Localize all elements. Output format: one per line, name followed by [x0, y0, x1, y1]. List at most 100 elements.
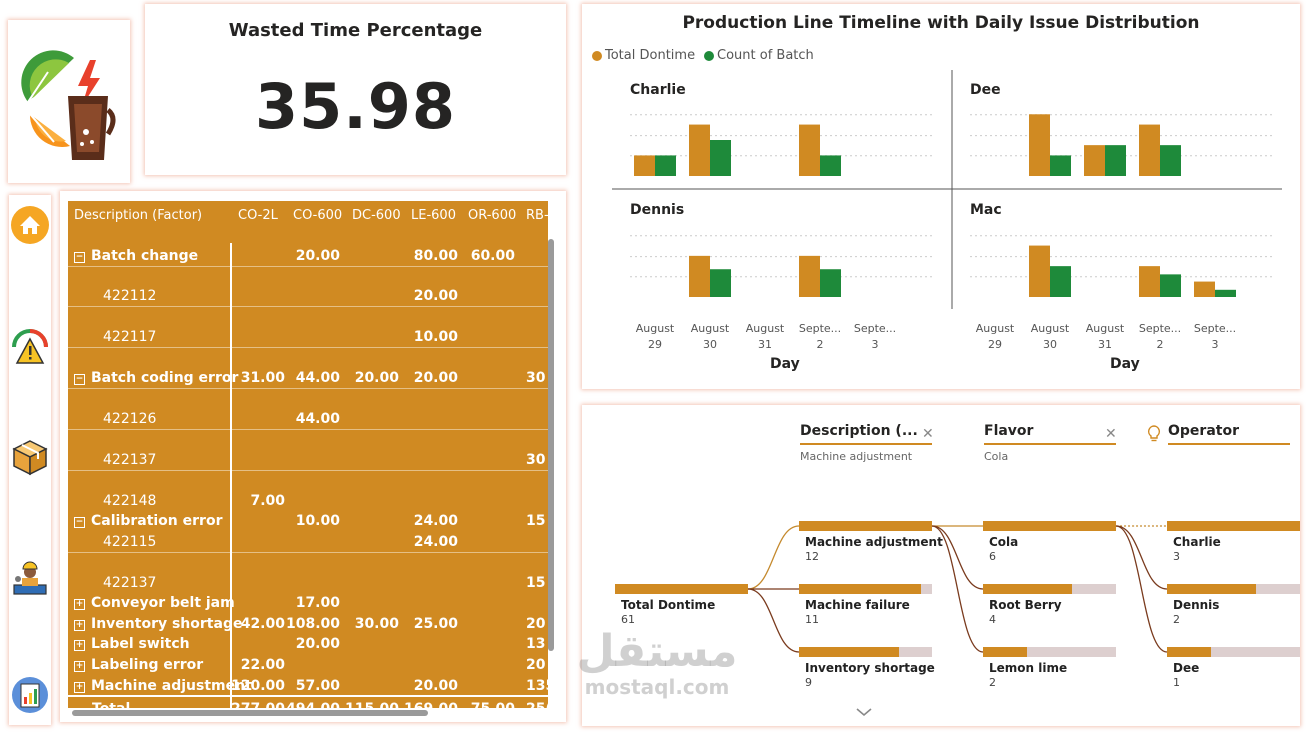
- nav-operators-button[interactable]: [10, 555, 50, 599]
- matrix-cell: 42.00: [240, 616, 285, 632]
- matrix-cell: [344, 409, 399, 429]
- bar-count-of-batch[interactable]: [1160, 274, 1181, 297]
- col2-node-bar[interactable]: [983, 521, 1116, 531]
- col3-node-bar[interactable]: [1167, 647, 1300, 657]
- matrix-row-label[interactable]: + Labeling error: [74, 657, 204, 673]
- matrix-cell: [460, 286, 515, 306]
- matrix-column-header[interactable]: Description (Factor): [74, 208, 203, 223]
- matrix-column-header[interactable]: CO-600: [293, 208, 343, 223]
- matrix-horizontal-scrollbar[interactable]: [72, 710, 428, 716]
- remove-level-flavor-button[interactable]: ✕: [1105, 426, 1117, 442]
- matrix-column-header[interactable]: LE-600: [411, 208, 456, 223]
- bar-count-of-batch[interactable]: [655, 155, 676, 176]
- report-icon: [12, 677, 48, 713]
- bar-count-of-batch[interactable]: [710, 269, 731, 297]
- x-tick-label: August 31: [745, 322, 785, 351]
- bar-total-dontime[interactable]: [1139, 124, 1160, 176]
- matrix-cell: [460, 634, 515, 654]
- level-title-flavor[interactable]: Flavor: [984, 423, 1034, 439]
- bar-total-dontime[interactable]: [634, 155, 655, 176]
- matrix-row-label[interactable]: + Machine adjustment: [74, 678, 252, 694]
- col1-node-bar[interactable]: [799, 647, 932, 657]
- box-icon: [12, 440, 48, 476]
- matrix-column-header[interactable]: RB-: [526, 208, 548, 223]
- expand-icon[interactable]: +: [74, 620, 85, 631]
- panel-title: Dee: [970, 82, 1001, 98]
- bar-count-of-batch[interactable]: [820, 155, 841, 176]
- matrix-card: Description (Factor) CO-2L CO-600 DC-600 LE-…: [60, 191, 566, 722]
- matrix-row-label[interactable]: + Label switch: [74, 636, 190, 652]
- collapse-icon[interactable]: −: [74, 517, 85, 528]
- expand-icon[interactable]: +: [74, 599, 85, 610]
- bar-count-of-batch[interactable]: [1215, 289, 1236, 297]
- matrix-cell: 20: [526, 616, 546, 632]
- level-title-description[interactable]: Description (...: [800, 423, 918, 439]
- col2-node-bar[interactable]: [983, 584, 1116, 594]
- matrix-row: 422115 24.00: [68, 532, 548, 552]
- matrix-row: + Labeling error 22.00 20: [68, 655, 548, 675]
- matrix-row-label[interactable]: + Inventory shortage: [74, 616, 243, 632]
- expand-icon[interactable]: +: [74, 661, 85, 672]
- chevron-down-icon[interactable]: [855, 707, 873, 717]
- collapse-icon[interactable]: −: [74, 252, 85, 263]
- matrix-column-header[interactable]: OR-600: [468, 208, 517, 223]
- level-title-operator[interactable]: Operator: [1168, 423, 1239, 439]
- matrix-row-label: 422117: [103, 329, 157, 345]
- col1-node-bar[interactable]: [799, 521, 932, 531]
- remove-level-description-button[interactable]: ✕: [922, 426, 934, 442]
- matrix-cell: 20.00: [295, 636, 340, 652]
- matrix-cell: [230, 511, 285, 531]
- matrix-row: 422112 20.00: [68, 286, 548, 306]
- matrix-row-label[interactable]: − Calibration error: [74, 513, 223, 529]
- expand-icon[interactable]: +: [74, 640, 85, 651]
- matrix-row-label[interactable]: − Batch coding error: [74, 370, 239, 386]
- bar-count-of-batch[interactable]: [820, 269, 841, 297]
- nav-bar: [9, 195, 51, 725]
- matrix-cell: [526, 593, 548, 613]
- matrix-row-label: 422137: [103, 575, 157, 591]
- bar-count-of-batch[interactable]: [1050, 155, 1071, 176]
- bar-total-dontime[interactable]: [1029, 114, 1050, 176]
- bar-count-of-batch[interactable]: [710, 140, 731, 176]
- matrix-cell: [460, 327, 515, 347]
- alert-gauge-icon: [12, 329, 48, 364]
- col1-node-bar[interactable]: [799, 584, 932, 594]
- decomposition-connectors: [747, 525, 1168, 653]
- bar-total-dontime[interactable]: [1139, 266, 1160, 297]
- nav-inventory-button[interactable]: [10, 435, 50, 479]
- bar-total-dontime[interactable]: [799, 255, 820, 297]
- bar-total-dontime[interactable]: [1194, 281, 1215, 297]
- nav-home-button[interactable]: [10, 203, 50, 247]
- home-icon: [11, 206, 49, 244]
- bar-total-dontime[interactable]: [799, 124, 820, 176]
- matrix-column-header[interactable]: CO-2L: [238, 208, 278, 223]
- col3-node-bar[interactable]: [1167, 521, 1300, 531]
- legend-item-count-of-batch[interactable]: Count of Batch: [704, 48, 814, 63]
- bar-total-dontime[interactable]: [1029, 245, 1050, 297]
- bar-total-dontime[interactable]: [689, 255, 710, 297]
- nav-alerts-button[interactable]: [10, 325, 50, 369]
- col3-node-label: Dee: [1173, 661, 1200, 675]
- root-node-bar[interactable]: [615, 584, 748, 594]
- matrix-row-label[interactable]: + Conveyor belt jam: [74, 595, 235, 611]
- legend-item-total-dontime[interactable]: Total Dontime: [592, 48, 695, 63]
- matrix-cell: 25.00: [413, 616, 458, 632]
- matrix-row: + Label switch 20.00 13: [68, 634, 548, 654]
- col3-node-bar[interactable]: [1167, 584, 1300, 594]
- kpi-value: 35.98: [254, 70, 457, 143]
- drinks-logo-icon: [21, 50, 116, 160]
- collapse-icon[interactable]: −: [74, 374, 85, 385]
- matrix-column-header[interactable]: DC-600: [352, 208, 401, 223]
- bar-count-of-batch[interactable]: [1105, 145, 1126, 176]
- bar-total-dontime[interactable]: [689, 124, 710, 176]
- bar-count-of-batch[interactable]: [1160, 145, 1181, 176]
- bar-total-dontime[interactable]: [1084, 145, 1105, 176]
- col2-node-bar[interactable]: [983, 647, 1116, 657]
- bar-count-of-batch[interactable]: [1050, 266, 1071, 297]
- expand-icon[interactable]: +: [74, 682, 85, 693]
- nav-report-button[interactable]: [10, 673, 50, 717]
- matrix-row-label[interactable]: − Batch change: [74, 248, 199, 264]
- matrix-vertical-scrollbar[interactable]: [548, 239, 554, 651]
- col2-node-count: 6: [989, 550, 996, 563]
